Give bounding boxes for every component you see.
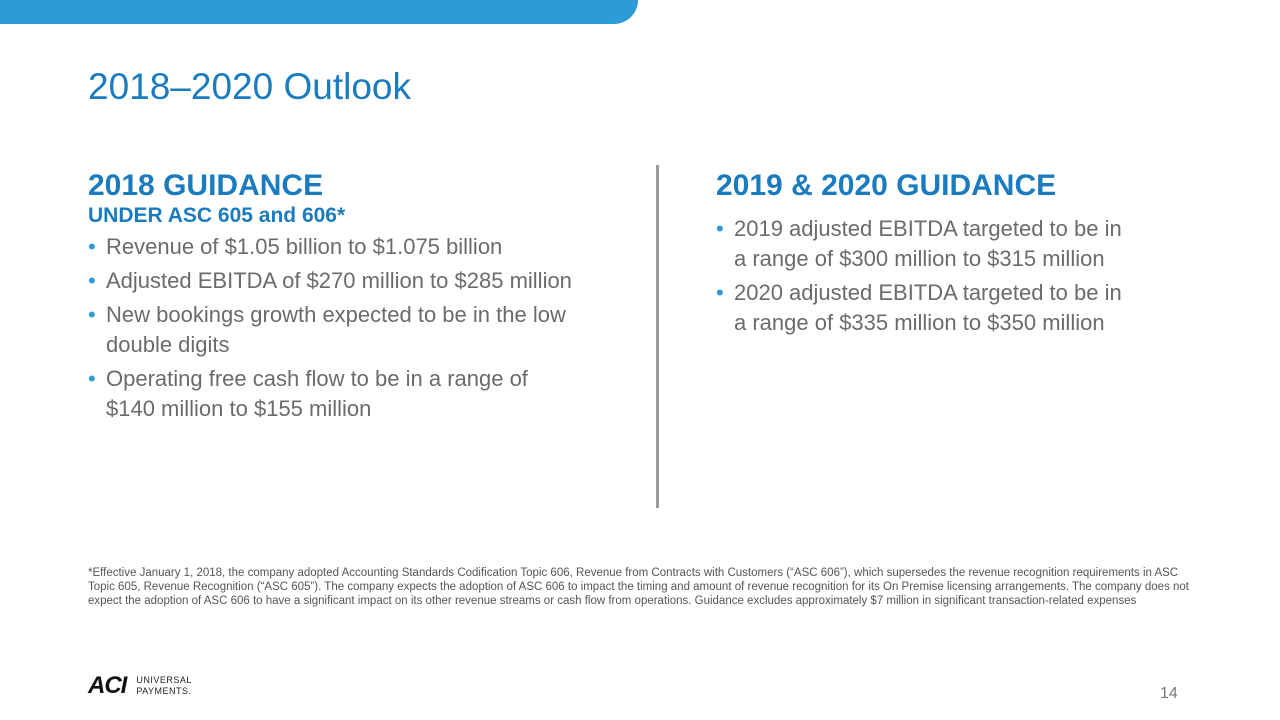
bullet-icon: •: [716, 280, 724, 305]
bullet-icon: •: [716, 216, 724, 241]
logo-line-2: PAYMENTS.: [136, 686, 192, 696]
bullet-icon: •: [88, 268, 96, 293]
list-item: • Revenue of $1.05 billion to $1.075 bil…: [88, 232, 576, 262]
logo-mark: ACI: [88, 672, 127, 699]
logo-line-1: UNIVERSAL: [136, 675, 192, 685]
list-item-text: New bookings growth expected to be in th…: [106, 302, 566, 357]
list-item-text: 2020 adjusted EBITDA targeted to be in a…: [734, 280, 1122, 335]
footnote: *Effective January 1, 2018, the company …: [88, 567, 1189, 607]
list-item: • 2020 adjusted EBITDA targeted to be in…: [716, 278, 1134, 338]
column-divider: [656, 165, 659, 508]
guidance-2019-2020-heading: 2019 & 2020 GUIDANCE: [716, 169, 1057, 202]
aci-logo: ACI UNIVERSAL PAYMENTS.: [88, 670, 192, 702]
guidance-2018-list: • Revenue of $1.05 billion to $1.075 bil…: [88, 232, 608, 424]
guidance-2018-column: 2018 GUIDANCE UNDER ASC 605 and 606* • R…: [88, 168, 608, 428]
page-number: 14: [1160, 685, 1178, 702]
list-item-text: 2019 adjusted EBITDA targeted to be in a…: [734, 216, 1122, 271]
list-item-text: Revenue of $1.05 billion to $1.075 billi…: [106, 234, 503, 259]
guidance-2018-heading: 2018 GUIDANCE: [88, 169, 324, 202]
top-accent-bar: [0, 0, 638, 24]
bullet-icon: •: [88, 366, 96, 391]
list-item: • Adjusted EBITDA of $270 million to $28…: [88, 266, 576, 296]
list-item-text: Operating free cash flow to be in a rang…: [106, 366, 528, 421]
slide-title: 2018–2020 Outlook: [88, 66, 411, 107]
list-item: • New bookings growth expected to be in …: [88, 300, 576, 360]
list-item-text: Adjusted EBITDA of $270 million to $285 …: [106, 268, 572, 293]
list-item: • Operating free cash flow to be in a ra…: [88, 364, 576, 424]
logo-wordmark: UNIVERSAL PAYMENTS.: [136, 675, 192, 697]
list-item: • 2019 adjusted EBITDA targeted to be in…: [716, 214, 1134, 274]
guidance-2018-subheading: UNDER ASC 605 and 606*: [88, 204, 346, 227]
guidance-2019-2020-list: • 2019 adjusted EBITDA targeted to be in…: [716, 214, 1156, 338]
bullet-icon: •: [88, 302, 96, 327]
bullet-icon: •: [88, 234, 96, 259]
guidance-2019-2020-column: 2019 & 2020 GUIDANCE • 2019 adjusted EBI…: [716, 168, 1156, 342]
